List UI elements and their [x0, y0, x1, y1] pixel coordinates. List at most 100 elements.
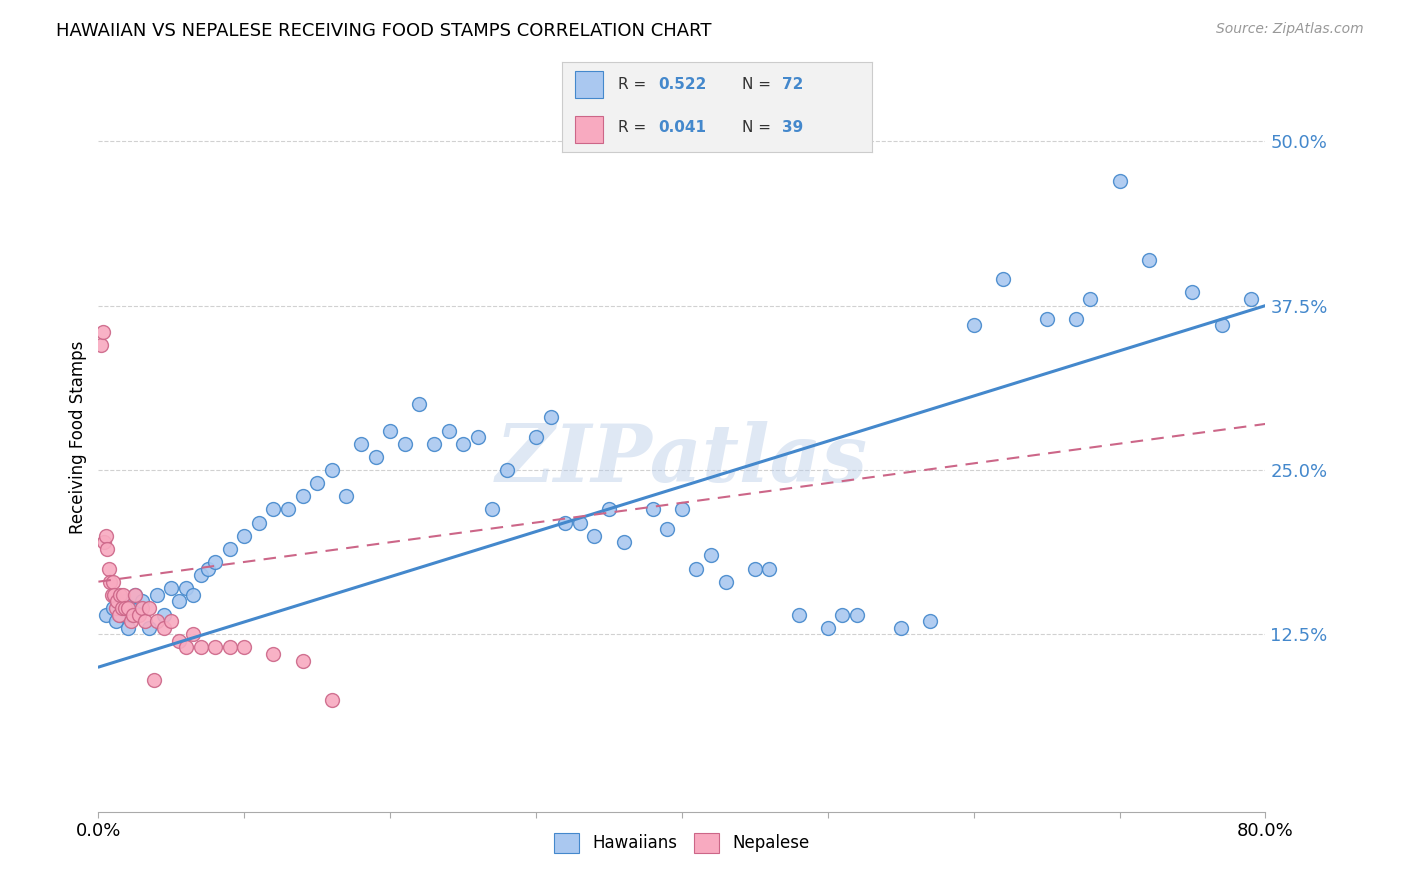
Point	[657, 522, 679, 536]
Point	[467, 430, 489, 444]
Point	[167, 633, 190, 648]
Text: ZIPatlas: ZIPatlas	[496, 421, 868, 499]
Point	[111, 601, 134, 615]
Bar	[575, 116, 603, 143]
Point	[1240, 292, 1263, 306]
Point	[131, 601, 153, 615]
Point	[380, 424, 402, 438]
Point	[408, 397, 430, 411]
Point	[153, 607, 176, 622]
Point	[1108, 174, 1130, 188]
Point	[122, 607, 145, 622]
Point	[364, 450, 387, 464]
Point	[98, 574, 121, 589]
Point	[671, 502, 693, 516]
Point	[124, 588, 146, 602]
Point	[190, 568, 212, 582]
Point	[321, 463, 343, 477]
Point	[91, 325, 114, 339]
Point	[204, 555, 226, 569]
Point	[101, 574, 124, 589]
Point	[233, 529, 256, 543]
Point	[918, 614, 941, 628]
Text: R =: R =	[619, 120, 651, 135]
Point	[108, 607, 131, 622]
Text: HAWAIIAN VS NEPALESE RECEIVING FOOD STAMPS CORRELATION CHART: HAWAIIAN VS NEPALESE RECEIVING FOOD STAM…	[56, 22, 711, 40]
Point	[131, 594, 153, 608]
Point	[247, 516, 270, 530]
Point	[1211, 318, 1233, 333]
Point	[568, 516, 591, 530]
Point	[190, 640, 212, 655]
Point	[554, 516, 576, 530]
Point	[598, 502, 620, 516]
Point	[291, 489, 314, 503]
Point	[117, 601, 139, 615]
Bar	[575, 71, 603, 98]
Point	[831, 607, 853, 622]
Point	[153, 621, 176, 635]
Point	[423, 436, 446, 450]
Point	[128, 601, 150, 615]
Point	[1137, 252, 1160, 267]
Point	[962, 318, 984, 333]
Point	[124, 588, 146, 602]
Point	[700, 549, 723, 563]
Point	[167, 594, 190, 608]
Point	[94, 607, 117, 622]
Point	[181, 588, 204, 602]
Point	[787, 607, 810, 622]
Point	[307, 476, 329, 491]
Point	[174, 640, 197, 655]
Point	[262, 647, 284, 661]
Point	[146, 588, 169, 602]
Y-axis label: Receiving Food Stamps: Receiving Food Stamps	[69, 341, 87, 533]
Point	[524, 430, 547, 444]
Point	[97, 561, 120, 575]
Point	[146, 614, 169, 628]
Point	[218, 640, 240, 655]
Point	[262, 502, 284, 516]
Point	[120, 607, 142, 622]
Point	[714, 574, 737, 589]
Point	[1080, 292, 1102, 306]
Point	[583, 529, 606, 543]
Point	[451, 436, 474, 450]
Text: 72: 72	[782, 78, 803, 92]
Point	[744, 561, 766, 575]
Point	[138, 601, 160, 615]
Point	[612, 535, 634, 549]
Point	[120, 614, 142, 628]
Point	[277, 502, 299, 516]
Point	[991, 272, 1014, 286]
Text: 0.522: 0.522	[658, 78, 707, 92]
Point	[104, 614, 127, 628]
Point	[890, 621, 912, 635]
Point	[128, 607, 150, 622]
Point	[758, 561, 780, 575]
Text: 39: 39	[782, 120, 803, 135]
Point	[394, 436, 416, 450]
Point	[100, 588, 122, 602]
Point	[112, 588, 135, 602]
Point	[1064, 311, 1087, 326]
Point	[96, 541, 118, 556]
Point	[94, 529, 117, 543]
Text: N =: N =	[742, 78, 776, 92]
Point	[685, 561, 707, 575]
Point	[181, 627, 204, 641]
Point	[1035, 311, 1057, 326]
Point	[1181, 285, 1204, 300]
Point	[93, 535, 115, 549]
Point	[335, 489, 357, 503]
Point	[114, 594, 136, 608]
Point	[160, 581, 183, 595]
Point	[218, 541, 240, 556]
Point	[846, 607, 869, 622]
Point	[105, 594, 128, 608]
Text: Source: ZipAtlas.com: Source: ZipAtlas.com	[1216, 22, 1364, 37]
Point	[110, 607, 132, 622]
Point	[160, 614, 183, 628]
Point	[481, 502, 503, 516]
Point	[142, 673, 165, 688]
